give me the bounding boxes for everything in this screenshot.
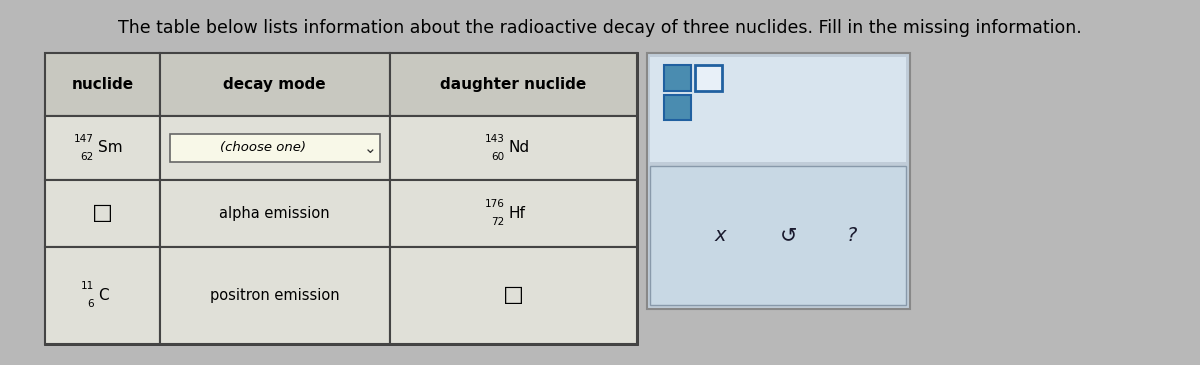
Bar: [160, 115, 390, 180]
Bar: [46, 53, 160, 115]
Text: positron emission: positron emission: [210, 288, 340, 303]
Bar: [169, 134, 380, 162]
Text: daughter nuclide: daughter nuclide: [440, 77, 587, 92]
Text: ?: ?: [847, 226, 858, 245]
Bar: [650, 166, 906, 305]
Text: C: C: [97, 288, 108, 303]
Text: nuclide: nuclide: [72, 77, 133, 92]
Text: 11: 11: [80, 281, 94, 291]
Text: 147: 147: [74, 134, 94, 144]
Text: 6: 6: [88, 299, 94, 309]
Bar: [160, 246, 390, 344]
Text: alpha emission: alpha emission: [220, 206, 330, 221]
Text: x: x: [715, 226, 726, 245]
Bar: [390, 115, 637, 180]
Text: 143: 143: [485, 134, 504, 144]
Text: Nd: Nd: [509, 140, 529, 155]
Bar: [390, 246, 637, 344]
Text: 60: 60: [491, 152, 504, 162]
Bar: [46, 53, 637, 344]
Bar: [664, 65, 691, 91]
Bar: [647, 53, 911, 309]
Text: Sm: Sm: [97, 140, 122, 155]
Text: □: □: [92, 203, 113, 223]
Text: 62: 62: [80, 152, 94, 162]
Bar: [695, 65, 722, 91]
Bar: [160, 53, 390, 115]
Text: Hf: Hf: [509, 206, 526, 221]
Bar: [664, 95, 691, 120]
Text: ⌄: ⌄: [364, 141, 377, 156]
Bar: [160, 180, 390, 246]
Text: The table below lists information about the radioactive decay of three nuclides.: The table below lists information about …: [118, 19, 1082, 37]
Bar: [390, 180, 637, 246]
Bar: [650, 57, 906, 162]
Text: □: □: [503, 285, 523, 305]
Text: 176: 176: [485, 199, 504, 210]
Text: (choose one): (choose one): [220, 141, 306, 154]
Text: 72: 72: [491, 217, 504, 227]
Text: ↺: ↺: [780, 226, 798, 246]
Text: decay mode: decay mode: [223, 77, 326, 92]
Bar: [46, 115, 160, 180]
Bar: [46, 180, 160, 246]
Bar: [390, 53, 637, 115]
Bar: [46, 246, 160, 344]
